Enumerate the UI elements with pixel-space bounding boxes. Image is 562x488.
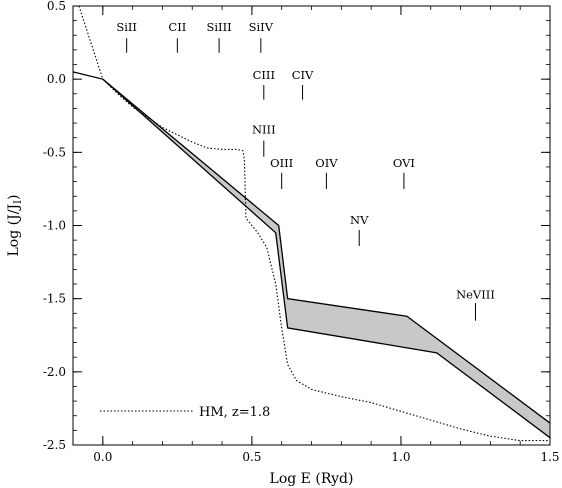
hm-series-line bbox=[78, 5, 550, 442]
ion-label: NIII bbox=[252, 122, 276, 136]
ion-label: SiIV bbox=[249, 20, 274, 34]
ion-label: NV bbox=[350, 213, 369, 227]
legend: HM, z=1.8 bbox=[100, 405, 270, 420]
ion-label: CIII bbox=[253, 68, 275, 82]
x-axis-label: Log E (Ryd) bbox=[270, 471, 354, 487]
ion-label: SiII bbox=[116, 20, 137, 34]
model-band-upper-line bbox=[72, 71, 551, 424]
y-tick-label: 0.5 bbox=[47, 0, 66, 13]
y-tick-label: -1.0 bbox=[43, 219, 66, 233]
y-tick-label: -1.5 bbox=[43, 292, 66, 306]
plot-frame bbox=[72, 5, 551, 446]
y-tick-label: -2.0 bbox=[43, 365, 66, 379]
x-tick-label: 0.5 bbox=[242, 450, 261, 464]
y-tick-label: 0.0 bbox=[47, 72, 66, 86]
y-tick-label: -2.5 bbox=[43, 438, 66, 452]
ion-label: CII bbox=[168, 20, 186, 34]
plot-content bbox=[72, 5, 551, 442]
model-band-lower-line bbox=[102, 78, 551, 439]
ion-label: SiIII bbox=[206, 20, 231, 34]
x-tick-label: 1.0 bbox=[391, 450, 410, 464]
ion-annotations: SiII CII SiIII SiIV CIII CIV NIII OIII OIV OVI NV N… bbox=[116, 20, 495, 321]
y-axis-label-close: ) bbox=[6, 195, 22, 200]
x-tick-label: 1.5 bbox=[540, 450, 559, 464]
ion-label: OIII bbox=[270, 156, 293, 170]
legend-label: HM, z=1.8 bbox=[199, 405, 270, 420]
y-axis-label-sub: I bbox=[13, 200, 24, 204]
y-tick-label: -0.5 bbox=[43, 145, 66, 159]
y-axis-label: Log (J/JI) bbox=[6, 195, 24, 257]
tick-labels: 0.0 0.5 1.0 1.5 0.5 0.0 -0.5 -1.0 -1.5 -2.0 -2.5 bbox=[43, 0, 560, 464]
x-tick-label: 0.0 bbox=[93, 450, 112, 464]
ion-label: NeVIII bbox=[456, 288, 495, 302]
model-band-fill bbox=[73, 71, 550, 438]
ion-label: OVI bbox=[393, 156, 415, 170]
y-axis-label-main: Log (J/J bbox=[6, 204, 22, 257]
ion-label: OIV bbox=[315, 156, 338, 170]
ion-label: CIV bbox=[292, 68, 314, 82]
